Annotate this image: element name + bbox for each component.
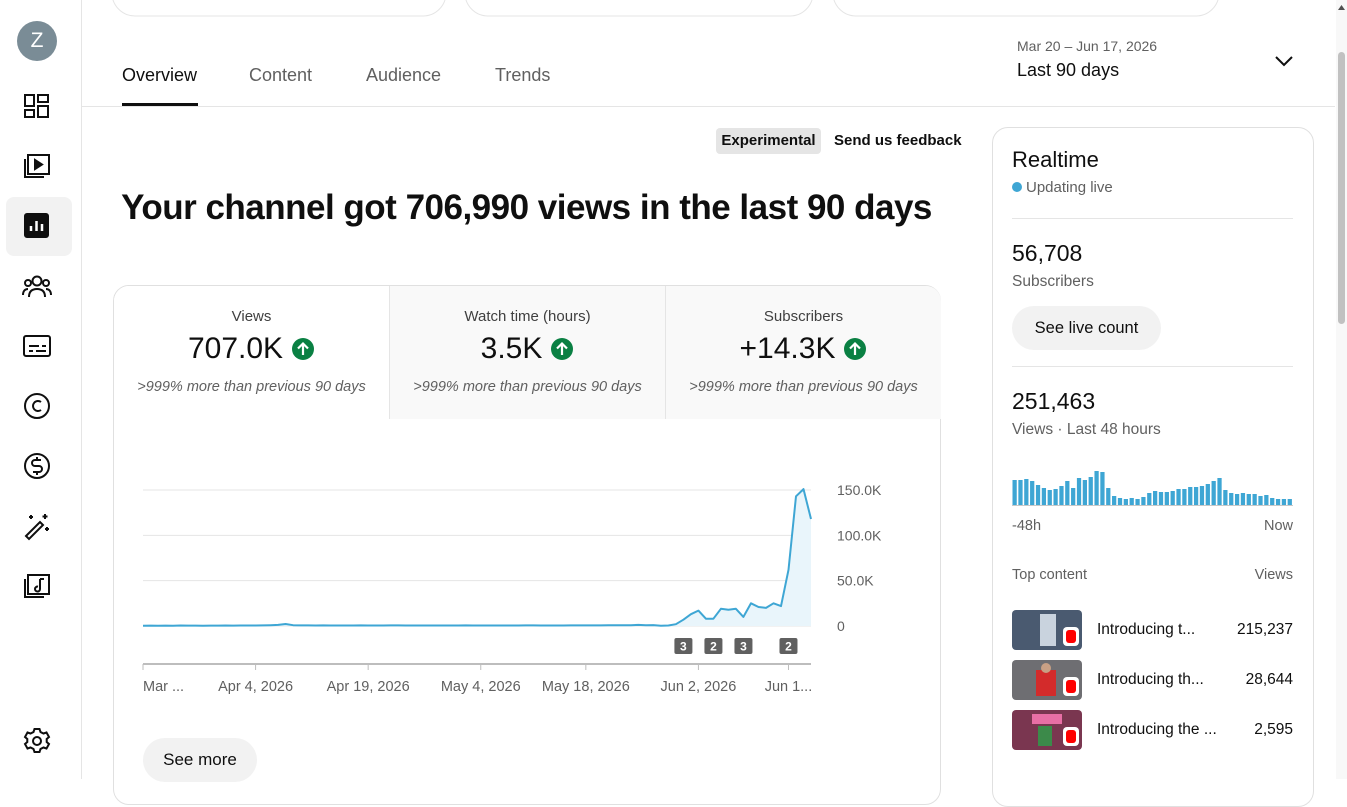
content-icon[interactable] <box>24 154 50 178</box>
content-views: 2,595 <box>1254 721 1293 738</box>
date-dropdown-icon[interactable] <box>1272 52 1296 70</box>
content-views: 28,644 <box>1245 671 1293 688</box>
live-dot <box>1012 182 1022 192</box>
divider <box>1012 366 1293 367</box>
metric-value: 3.5K <box>480 332 543 365</box>
header-divider <box>82 106 1335 107</box>
views-label: Views · Last 48 hours <box>1012 421 1161 438</box>
tab-underline <box>122 103 198 106</box>
metric-title: Views <box>231 308 272 325</box>
scrollbar-track <box>1336 0 1347 779</box>
subscriber-label: Subscribers <box>1012 273 1094 290</box>
nav-icons <box>22 94 52 753</box>
date-range[interactable]: Mar 20 – Jun 17, 2026 <box>1017 38 1158 54</box>
top-content-row[interactable]: Introducing the ... 2,595 <box>1012 710 1293 750</box>
metric-title: Watch time (hours) <box>464 308 591 325</box>
realtime-title: Realtime <box>1012 147 1099 172</box>
thumbnail <box>1012 710 1082 750</box>
subscriber-count: 56,708 <box>1012 240 1083 266</box>
earn-icon[interactable] <box>24 453 50 479</box>
tab[interactable]: Overview <box>122 65 198 85</box>
metric-tile[interactable]: Watch time (hours) 3.5K >999% more than … <box>389 286 665 419</box>
scroll-up-arrow[interactable] <box>1336 2 1347 12</box>
audio-library-icon[interactable] <box>24 574 50 598</box>
experimental-badge: Experimental <box>716 128 821 154</box>
headline: Your channel got 706,990 views in the la… <box>121 188 932 227</box>
settings-icon[interactable] <box>23 728 51 753</box>
top-chips <box>112 0 1219 17</box>
content-title: Introducing th... <box>1097 671 1204 688</box>
up-arrow-icon <box>292 338 315 360</box>
metric-change: >999% more than previous 90 days <box>413 379 642 395</box>
date-period[interactable]: Last 90 days <box>1017 60 1120 80</box>
content-views: 215,237 <box>1236 621 1293 638</box>
thumbnail <box>1012 610 1082 650</box>
metric-value: +14.3K <box>739 332 836 365</box>
thumbnail <box>1012 660 1082 700</box>
dashboard-icon[interactable] <box>24 94 49 118</box>
metric-title: Subscribers <box>763 308 844 325</box>
see-more-button[interactable]: See more <box>143 738 257 782</box>
copyright-icon[interactable] <box>24 393 50 419</box>
content-title: Introducing the ... <box>1097 721 1217 738</box>
feedback-link[interactable]: Send us feedback <box>834 132 962 149</box>
up-arrow-icon <box>551 338 574 360</box>
avatar[interactable]: Z <box>17 21 57 61</box>
metric-change: >999% more than previous 90 days <box>689 379 918 395</box>
top-content-row[interactable]: Introducing th... 28,644 <box>1012 660 1293 700</box>
community-icon[interactable] <box>22 275 52 298</box>
sidebar: Z <box>0 0 82 779</box>
scrollbar-thumb[interactable] <box>1338 52 1345 324</box>
metric-value: 707.0K <box>187 332 284 365</box>
metric-tile[interactable]: Views 707.0K >999% more than previous 90… <box>114 286 389 419</box>
metric-tile[interactable]: Subscribers +14.3K >999% more than previ… <box>665 286 941 419</box>
live-count-button[interactable]: See live count <box>1012 306 1161 350</box>
top-content-header: Top content <box>1012 567 1087 583</box>
customization-icon[interactable] <box>24 514 49 541</box>
content-title: Introducing t... <box>1097 621 1196 638</box>
realtime-card <box>992 127 1314 807</box>
tab[interactable]: Content <box>249 65 313 85</box>
views-count: 251,463 <box>1012 388 1096 414</box>
subtitles-icon[interactable] <box>23 335 51 357</box>
tab[interactable]: Trends <box>495 65 551 85</box>
metric-change: >999% more than previous 90 days <box>137 379 366 395</box>
realtime-status: Updating live <box>1026 179 1113 196</box>
analytics-icon[interactable] <box>24 213 49 238</box>
up-arrow-icon <box>844 338 867 360</box>
views-header: Views <box>1254 567 1293 583</box>
top-content-row[interactable]: Introducing t... 215,237 <box>1012 610 1293 650</box>
divider <box>1012 218 1293 219</box>
tab[interactable]: Audience <box>366 65 442 85</box>
